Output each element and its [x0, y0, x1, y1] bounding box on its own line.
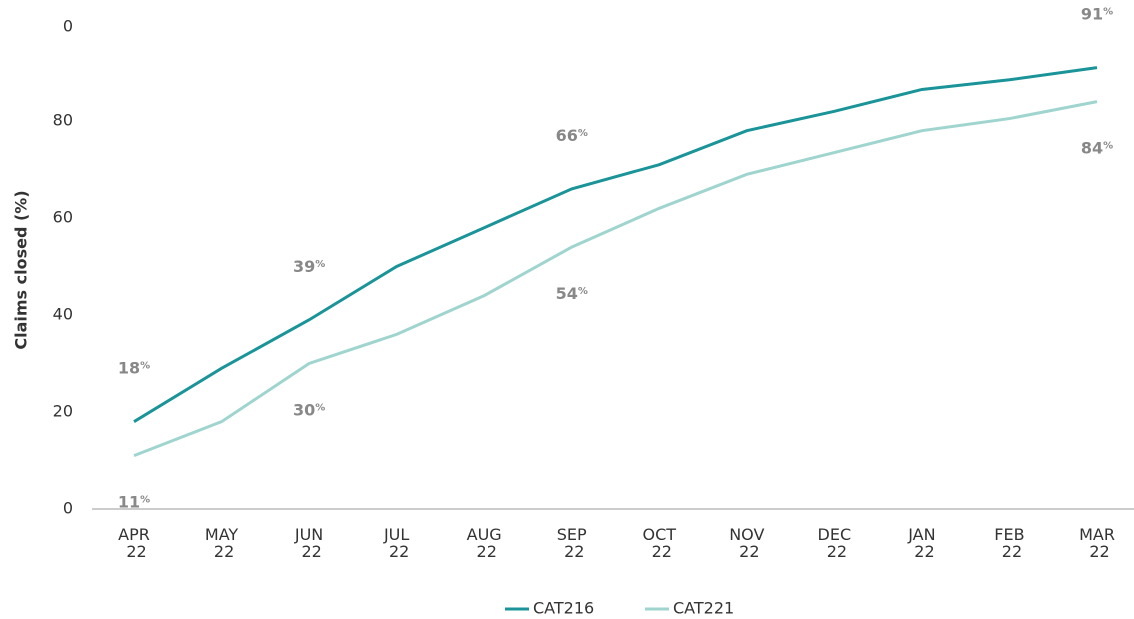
y-tick-label: 0: [63, 499, 73, 518]
x-tick-label: DEC 22: [818, 525, 852, 561]
x-tick-label: OCT 22: [642, 525, 676, 561]
y-tick-label: 40: [53, 305, 73, 324]
x-tick-label: AUG 22: [467, 525, 502, 561]
x-tick-label: APR 22: [118, 525, 150, 561]
value-label: 30%: [293, 401, 325, 420]
x-tick-label: FEB 22: [994, 525, 1024, 561]
y-tick-label: 20: [53, 402, 73, 421]
line: [133, 66, 1098, 423]
x-tick-label: MAR 22: [1079, 525, 1115, 561]
value-label: 18%: [118, 359, 150, 378]
legend-label: CAT216: [533, 599, 594, 618]
legend-label: CAT221: [673, 599, 734, 618]
line: [133, 100, 1098, 458]
x-tick-label: JAN 22: [907, 525, 935, 561]
value-label: 91%: [1081, 5, 1113, 24]
value-label: 39%: [293, 257, 325, 276]
x-tick-label: JUL 22: [383, 525, 409, 561]
x-tick-label: SEP 22: [557, 525, 587, 561]
y-tick-label: 0: [63, 17, 73, 36]
value-label: 66%: [556, 126, 588, 145]
x-tick-label: MAY 22: [205, 525, 239, 561]
x-tick-label: NOV 22: [729, 525, 764, 561]
value-label: 84%: [1081, 139, 1113, 158]
y-tick-label: 60: [53, 208, 73, 227]
y-tick-label: 80: [53, 111, 73, 130]
value-label: 54%: [556, 284, 588, 303]
y-axis-title: Claims closed (%): [12, 190, 31, 349]
x-tick-label: JUN 22: [294, 525, 323, 561]
